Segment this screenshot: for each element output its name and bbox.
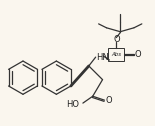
FancyBboxPatch shape bbox=[108, 48, 124, 61]
Text: Abs: Abs bbox=[111, 52, 121, 57]
Text: O: O bbox=[106, 96, 112, 105]
Text: O: O bbox=[135, 50, 142, 59]
Text: HO: HO bbox=[67, 100, 80, 109]
Text: HN: HN bbox=[96, 53, 108, 62]
Text: O: O bbox=[114, 35, 121, 44]
